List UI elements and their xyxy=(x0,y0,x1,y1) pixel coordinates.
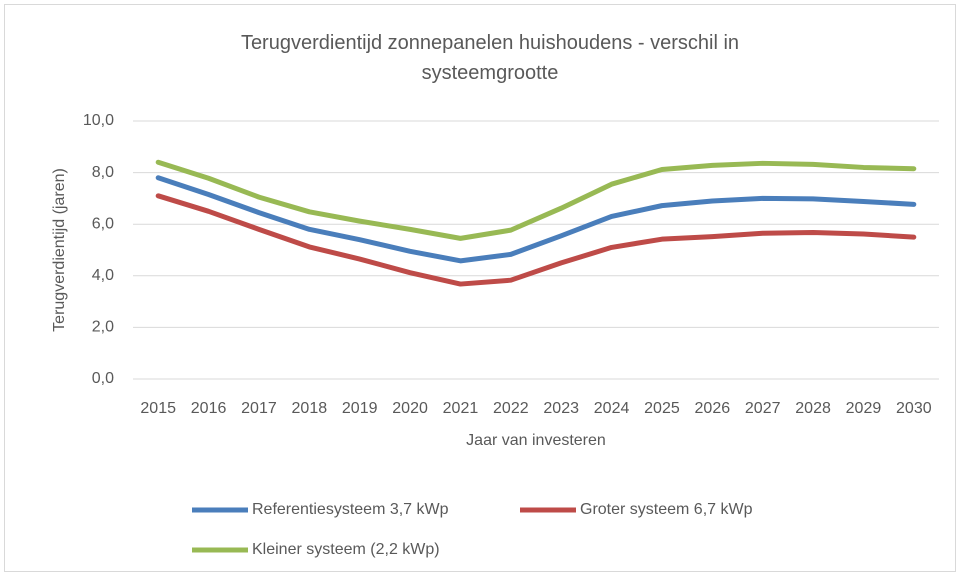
x-tick-label: 2021 xyxy=(443,400,479,417)
legend-label: Kleiner systeem (2,2 kWp) xyxy=(252,541,440,558)
legend-label: Groter systeem 6,7 kWp xyxy=(580,501,753,518)
x-axis-label: Jaar van investeren xyxy=(466,432,606,449)
x-tick-label: 2028 xyxy=(795,400,831,417)
chart-title: Terugverdientijd zonnepanelen huishouden… xyxy=(240,32,740,84)
x-tick-label: 2025 xyxy=(644,400,680,417)
x-tick-label: 2015 xyxy=(140,400,176,417)
x-tick-label: 2019 xyxy=(342,400,378,417)
x-tick-label: 2018 xyxy=(292,400,328,417)
x-tick-label: 2027 xyxy=(745,400,781,417)
x-tick-label: 2020 xyxy=(392,400,428,417)
series-line xyxy=(155,159,917,241)
legend-label: Referentiesysteem 3,7 kWp xyxy=(252,501,449,518)
x-tick-label: 2024 xyxy=(594,400,630,417)
x-tick-label: 2023 xyxy=(543,400,579,417)
x-tick-label: 2022 xyxy=(493,400,529,417)
x-tick-label: 2029 xyxy=(846,400,882,417)
chart-border xyxy=(4,4,956,572)
y-axis-label: Terugverdientijd (jaren) xyxy=(51,168,68,332)
y-tick-label: 6,0 xyxy=(92,215,114,232)
x-tick-label: 2026 xyxy=(695,400,731,417)
y-tick-label: 4,0 xyxy=(92,267,114,284)
y-tick-label: 2,0 xyxy=(92,319,114,336)
series-line xyxy=(155,175,917,264)
y-tick-label: 10,0 xyxy=(83,112,114,129)
x-tick-label: 2017 xyxy=(241,400,277,417)
x-tick-label: 2030 xyxy=(896,400,932,417)
y-tick-label: 0,0 xyxy=(92,370,114,387)
series-line xyxy=(155,193,917,287)
x-tick-label: 2016 xyxy=(191,400,227,417)
y-tick-label: 8,0 xyxy=(92,164,114,181)
